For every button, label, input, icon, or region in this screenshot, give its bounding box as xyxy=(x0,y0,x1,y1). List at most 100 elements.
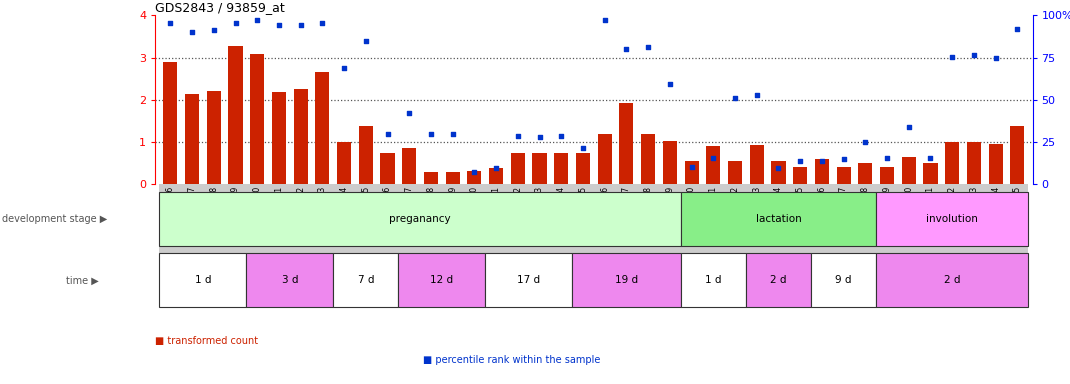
Bar xyxy=(398,184,421,255)
Text: 12 d: 12 d xyxy=(430,275,454,285)
Bar xyxy=(662,141,677,184)
Bar xyxy=(750,146,764,184)
Bar xyxy=(533,152,547,184)
Bar xyxy=(507,184,529,255)
Point xyxy=(357,38,374,44)
Bar xyxy=(771,161,785,184)
Point xyxy=(271,22,288,28)
Bar xyxy=(442,184,463,255)
Bar xyxy=(398,253,486,307)
Bar xyxy=(203,184,225,255)
Bar xyxy=(333,184,355,255)
Point xyxy=(292,22,309,28)
Bar xyxy=(811,184,832,255)
Point xyxy=(1009,26,1026,32)
Text: involution: involution xyxy=(927,214,978,224)
Point xyxy=(379,131,396,137)
Text: GDS2843 / 93859_at: GDS2843 / 93859_at xyxy=(155,1,285,14)
Point xyxy=(248,17,265,23)
Point xyxy=(575,146,592,152)
Point xyxy=(553,133,570,139)
Bar xyxy=(421,184,442,255)
Point xyxy=(205,27,223,33)
Bar xyxy=(598,134,612,184)
Bar xyxy=(963,184,984,255)
Bar xyxy=(468,171,482,184)
Point xyxy=(727,95,744,101)
Bar xyxy=(424,172,438,184)
Bar xyxy=(311,184,333,255)
Bar xyxy=(246,253,333,307)
Bar xyxy=(159,192,681,246)
Bar xyxy=(572,253,681,307)
Bar xyxy=(489,168,503,184)
Point xyxy=(640,44,657,50)
Text: time ▶: time ▶ xyxy=(65,275,98,285)
Bar xyxy=(902,157,916,184)
Point xyxy=(944,54,961,60)
Point xyxy=(900,124,917,131)
Bar xyxy=(984,184,1007,255)
Bar xyxy=(746,184,767,255)
Bar xyxy=(790,184,811,255)
Bar xyxy=(815,159,829,184)
Bar xyxy=(945,142,959,184)
Bar xyxy=(381,152,395,184)
Bar xyxy=(685,161,699,184)
Point xyxy=(314,20,331,26)
Bar xyxy=(594,184,615,255)
Bar xyxy=(858,163,872,184)
Point xyxy=(423,131,440,137)
Bar xyxy=(402,149,416,184)
Bar xyxy=(445,172,460,184)
Bar xyxy=(706,146,720,184)
Bar xyxy=(486,184,507,255)
Text: preganancy: preganancy xyxy=(389,214,450,224)
Text: 1 d: 1 d xyxy=(705,275,721,285)
Point xyxy=(617,46,635,52)
Bar xyxy=(811,253,876,307)
Bar xyxy=(355,184,377,255)
Bar xyxy=(316,73,330,184)
Bar xyxy=(898,184,919,255)
Bar xyxy=(572,184,594,255)
Bar xyxy=(832,184,855,255)
Bar xyxy=(638,184,659,255)
Bar xyxy=(554,152,568,184)
Bar xyxy=(989,144,1003,184)
Point xyxy=(661,81,678,87)
Text: 17 d: 17 d xyxy=(517,275,540,285)
Bar xyxy=(702,184,724,255)
Bar xyxy=(337,142,351,184)
Point xyxy=(987,55,1004,61)
Bar xyxy=(185,94,199,184)
Bar xyxy=(659,184,681,255)
Bar xyxy=(855,184,876,255)
Point xyxy=(705,155,722,161)
Point xyxy=(162,20,179,26)
Bar xyxy=(919,184,942,255)
Bar xyxy=(290,184,311,255)
Bar xyxy=(358,126,372,184)
Bar xyxy=(724,184,746,255)
Text: 2 d: 2 d xyxy=(944,275,961,285)
Bar xyxy=(876,253,1028,307)
Point xyxy=(509,133,526,139)
Point xyxy=(965,53,982,59)
Bar xyxy=(246,184,269,255)
Bar xyxy=(880,167,895,184)
Text: 1 d: 1 d xyxy=(195,275,211,285)
Bar xyxy=(229,46,243,184)
Text: 3 d: 3 d xyxy=(281,275,299,285)
Bar xyxy=(164,62,178,184)
Point xyxy=(488,165,505,171)
Bar xyxy=(641,134,655,184)
Point xyxy=(596,17,613,23)
Bar xyxy=(463,184,486,255)
Text: development stage ▶: development stage ▶ xyxy=(2,214,107,224)
Point xyxy=(792,158,809,164)
Bar xyxy=(728,161,743,184)
Bar xyxy=(620,103,633,184)
Bar xyxy=(837,167,851,184)
Bar xyxy=(876,184,898,255)
